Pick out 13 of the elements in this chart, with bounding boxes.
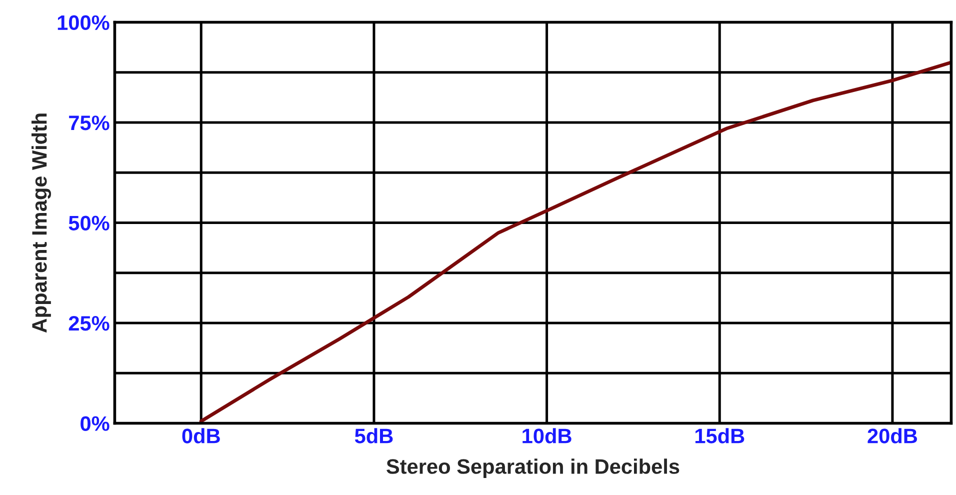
y-axis-title: Apparent Image Width [32,114,52,333]
y-tick-label: 50% [68,216,110,231]
x-tick-label: 10dB [522,428,572,444]
y-tick-label: 0% [80,416,110,431]
line-series [199,60,952,423]
x-tick-label: 15dB [695,428,744,444]
x-axis-title: Stereo Separation in Decibels [386,458,680,478]
x-tick-label: 5dB [354,428,393,444]
y-tick-label: 100% [58,15,110,30]
x-tick-label: 0dB [182,428,220,444]
x-tick-label: 20dB [868,428,917,444]
y-tick-label: 25% [68,316,110,331]
y-tick-label: 75% [69,116,110,130]
